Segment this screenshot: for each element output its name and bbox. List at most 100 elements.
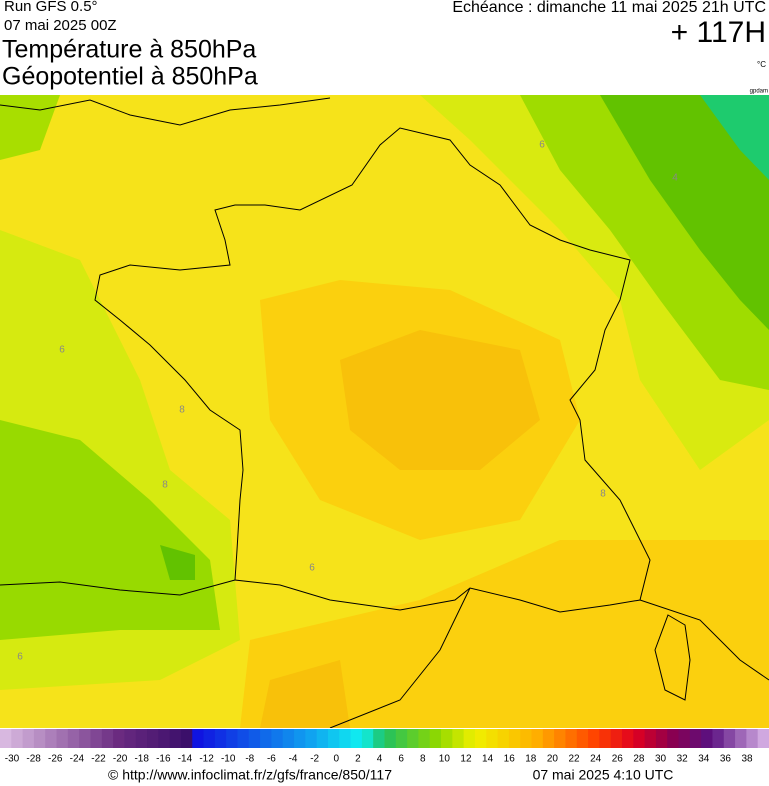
contour-label: 6 [59,345,65,356]
colorbar-label: 32 [677,754,689,765]
colorbar-swatch [271,729,284,748]
colorbar-swatch [757,729,769,748]
colorbar-swatch [79,729,91,748]
colorbar-swatch [746,729,759,748]
contour-label: 8 [600,489,606,500]
colorbar-label: 16 [504,754,516,765]
colorbar-label: 36 [720,754,732,765]
forecast-time: Echéance : dimanche 11 mai 2025 21h UTC [452,0,766,16]
colorbar-swatch [361,729,374,748]
colorbar-swatch [508,729,521,748]
title-geopotential: Géopotentiel à 850hPa [2,63,258,91]
colorbar-swatch [327,729,340,748]
colorbar-swatch [667,729,680,748]
colorbar-label: 4 [377,754,383,765]
colorbar-label: -30 [5,754,20,765]
colorbar-label: 22 [568,754,580,765]
colorbar-swatch [45,729,58,748]
england-coast [0,97,331,126]
colorbar-label: -8 [245,754,254,765]
colorbar-swatch [520,729,533,748]
colorbar-swatch [576,729,589,748]
field-zone [260,660,350,728]
colorbar-label: 20 [547,754,559,765]
colorbar-swatch [384,729,397,748]
colorbar-label: 24 [590,754,602,765]
footer-url: © http://www.infoclimat.fr/z/gfs/france/… [108,767,392,783]
colorbar-swatch [429,729,442,748]
colorbar-swatch [678,729,691,748]
colorbar-swatch [67,729,80,748]
map: 6 4 6 6 8 8 8 6 [0,95,769,728]
colorbar-label: 0 [333,754,339,765]
colorbar-swatch [723,729,736,748]
colorbar-swatch [192,729,205,748]
colorbar-label: -6 [267,754,276,765]
colorbar-label: -28 [26,754,41,765]
field-zone [600,95,769,330]
colorbar-label: 34 [698,754,710,765]
colorbar-swatch [610,729,623,748]
italy-coast [639,599,769,681]
colorbar-label: 2 [355,754,361,765]
colorbar-swatch [633,729,646,748]
colorbar-swatch [452,729,465,748]
corsica [654,614,691,701]
colorbar-label: 10 [439,754,451,765]
colorbar-label: -2 [310,754,319,765]
colorbar-swatch [294,729,306,748]
colorbar-label: 6 [398,754,404,765]
colorbar-label: -12 [199,754,214,765]
colorbar-swatch [735,729,747,748]
colorbar-swatch [226,729,238,748]
colorbar-swatch [621,729,634,748]
colorbar-label: -18 [134,754,149,765]
colorbar-swatch [169,729,182,748]
title-temperature: Température à 850hPa [2,36,256,64]
colorbar-swatch [56,729,69,748]
colorbar-swatch [203,729,216,748]
colorbar-swatch [260,729,272,748]
field-zone [0,420,220,640]
colorbar-swatch [689,729,702,748]
colorbar-label: -10 [221,754,236,765]
colorbar-swatch [701,729,713,748]
field-zone [240,540,769,728]
colorbar-label: 28 [633,754,645,765]
colorbar-swatch [497,729,510,748]
colorbar-label: -22 [91,754,106,765]
colorbar-swatch [599,729,612,748]
colorbar-swatch [305,729,318,748]
colorbar-swatch [463,729,476,748]
colorbar-label: 14 [482,754,494,765]
contour-label: 8 [162,480,168,491]
colorbar-swatch [542,729,555,748]
run-label: Run GFS 0.5° [4,0,98,15]
field-zone [0,95,60,160]
colorbar-swatch [147,729,159,748]
colorbar-swatch [113,729,125,748]
spain-coast [0,579,236,596]
colorbar-swatch [33,729,46,748]
colorbar-swatch [350,729,363,748]
run-date: 07 mai 2025 00Z [4,17,117,34]
colorbar-swatch [486,729,499,748]
colorbar-label: -4 [289,754,298,765]
colorbar-label: -16 [156,754,171,765]
colorbar-label: 38 [741,754,753,765]
colorbar-swatch [101,729,114,748]
colorbar-swatch [248,729,261,748]
colorbar-swatch [644,729,657,748]
colorbar-swatch [588,729,600,748]
colorbar-swatch [565,729,578,748]
field-zone [160,545,195,580]
colorbar-label: -14 [178,754,193,765]
colorbar-swatch [407,729,419,748]
colorbar-swatch [316,729,329,748]
colorbar-swatch [474,729,487,748]
colorbar-swatch [554,729,566,748]
colorbar-swatch [22,729,35,748]
colorbar-swatch [282,729,295,748]
